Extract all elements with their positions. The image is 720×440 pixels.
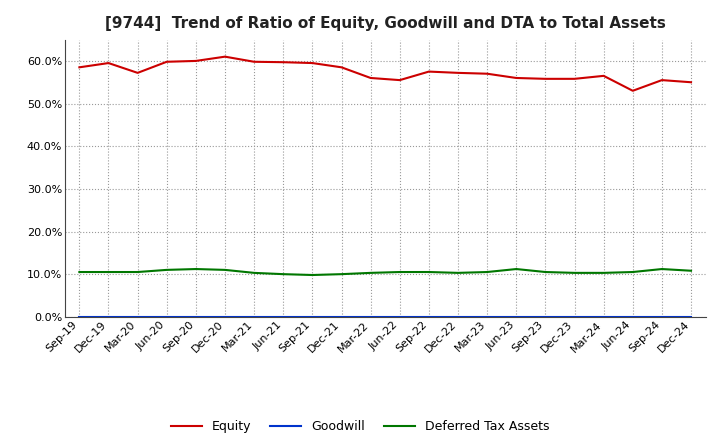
Deferred Tax Assets	[279, 271, 287, 277]
Deferred Tax Assets	[366, 270, 375, 275]
Goodwill	[483, 314, 492, 319]
Goodwill	[366, 314, 375, 319]
Line: Equity: Equity	[79, 57, 691, 91]
Goodwill	[337, 314, 346, 319]
Deferred Tax Assets	[629, 269, 637, 275]
Legend: Equity, Goodwill, Deferred Tax Assets: Equity, Goodwill, Deferred Tax Assets	[166, 415, 554, 438]
Goodwill	[75, 314, 84, 319]
Equity	[687, 80, 696, 85]
Goodwill	[425, 314, 433, 319]
Goodwill	[629, 314, 637, 319]
Deferred Tax Assets	[104, 269, 113, 275]
Deferred Tax Assets	[541, 269, 550, 275]
Deferred Tax Assets	[512, 266, 521, 271]
Goodwill	[657, 314, 666, 319]
Equity	[454, 70, 462, 76]
Equity	[395, 77, 404, 83]
Goodwill	[220, 314, 229, 319]
Goodwill	[395, 314, 404, 319]
Deferred Tax Assets	[599, 270, 608, 275]
Equity	[75, 65, 84, 70]
Deferred Tax Assets	[192, 266, 200, 271]
Deferred Tax Assets	[133, 269, 142, 275]
Goodwill	[163, 314, 171, 319]
Goodwill	[541, 314, 550, 319]
Equity	[512, 75, 521, 81]
Equity	[483, 71, 492, 77]
Deferred Tax Assets	[483, 269, 492, 275]
Goodwill	[687, 314, 696, 319]
Deferred Tax Assets	[395, 269, 404, 275]
Deferred Tax Assets	[337, 271, 346, 277]
Deferred Tax Assets	[687, 268, 696, 273]
Goodwill	[104, 314, 113, 319]
Goodwill	[250, 314, 258, 319]
Deferred Tax Assets	[250, 270, 258, 275]
Goodwill	[279, 314, 287, 319]
Equity	[250, 59, 258, 64]
Goodwill	[570, 314, 579, 319]
Line: Deferred Tax Assets: Deferred Tax Assets	[79, 269, 691, 275]
Goodwill	[454, 314, 462, 319]
Deferred Tax Assets	[308, 272, 317, 278]
Goodwill	[133, 314, 142, 319]
Goodwill	[599, 314, 608, 319]
Equity	[104, 60, 113, 66]
Goodwill	[512, 314, 521, 319]
Goodwill	[308, 314, 317, 319]
Deferred Tax Assets	[657, 266, 666, 271]
Deferred Tax Assets	[75, 269, 84, 275]
Equity	[570, 76, 579, 81]
Equity	[220, 54, 229, 59]
Deferred Tax Assets	[163, 267, 171, 272]
Equity	[133, 70, 142, 76]
Goodwill	[192, 314, 200, 319]
Equity	[366, 75, 375, 81]
Deferred Tax Assets	[220, 267, 229, 272]
Deferred Tax Assets	[570, 270, 579, 275]
Equity	[657, 77, 666, 83]
Equity	[425, 69, 433, 74]
Equity	[192, 58, 200, 63]
Equity	[541, 76, 550, 81]
Equity	[163, 59, 171, 64]
Deferred Tax Assets	[454, 270, 462, 275]
Equity	[337, 65, 346, 70]
Title: [9744]  Trend of Ratio of Equity, Goodwill and DTA to Total Assets: [9744] Trend of Ratio of Equity, Goodwil…	[105, 16, 665, 32]
Equity	[279, 59, 287, 65]
Deferred Tax Assets	[425, 269, 433, 275]
Equity	[629, 88, 637, 93]
Equity	[599, 73, 608, 78]
Equity	[308, 60, 317, 66]
